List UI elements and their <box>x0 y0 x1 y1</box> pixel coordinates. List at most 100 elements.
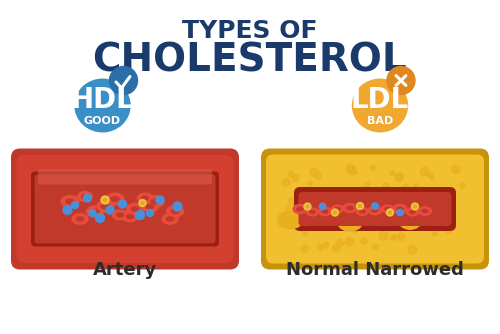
Ellipse shape <box>126 214 134 218</box>
FancyBboxPatch shape <box>298 192 452 226</box>
Circle shape <box>139 199 146 206</box>
Circle shape <box>324 242 329 248</box>
Circle shape <box>173 202 182 211</box>
Circle shape <box>392 235 396 239</box>
Ellipse shape <box>310 210 315 213</box>
Ellipse shape <box>297 207 303 211</box>
Circle shape <box>364 182 370 187</box>
Ellipse shape <box>430 197 450 211</box>
Circle shape <box>146 209 154 216</box>
Circle shape <box>352 170 357 174</box>
Ellipse shape <box>86 206 104 217</box>
FancyBboxPatch shape <box>11 149 239 270</box>
Circle shape <box>340 204 347 211</box>
Ellipse shape <box>106 193 124 205</box>
Circle shape <box>346 224 352 231</box>
Ellipse shape <box>360 210 365 213</box>
Circle shape <box>302 229 308 235</box>
Ellipse shape <box>122 211 138 222</box>
Text: LDL: LDL <box>351 86 409 114</box>
Circle shape <box>374 213 380 218</box>
Circle shape <box>338 204 346 212</box>
Ellipse shape <box>111 197 119 201</box>
Circle shape <box>288 172 294 177</box>
Circle shape <box>428 173 433 178</box>
Circle shape <box>306 205 309 208</box>
Circle shape <box>412 217 420 224</box>
Circle shape <box>420 167 429 176</box>
Ellipse shape <box>76 217 84 221</box>
Circle shape <box>356 202 364 209</box>
Circle shape <box>304 203 311 210</box>
Ellipse shape <box>61 196 79 207</box>
Circle shape <box>72 201 78 208</box>
Text: BAD: BAD <box>367 116 393 126</box>
Circle shape <box>118 200 126 208</box>
Circle shape <box>336 239 344 247</box>
Circle shape <box>414 205 416 208</box>
FancyBboxPatch shape <box>38 169 212 184</box>
Circle shape <box>390 171 395 175</box>
Circle shape <box>314 222 322 229</box>
Circle shape <box>397 209 403 216</box>
Circle shape <box>433 222 438 227</box>
Circle shape <box>396 173 403 179</box>
Circle shape <box>401 222 407 228</box>
Circle shape <box>372 203 378 209</box>
Ellipse shape <box>116 213 123 217</box>
Circle shape <box>302 187 310 195</box>
Circle shape <box>452 165 460 173</box>
Circle shape <box>377 213 381 217</box>
Circle shape <box>282 178 290 186</box>
Circle shape <box>110 66 138 95</box>
Ellipse shape <box>293 204 307 213</box>
FancyBboxPatch shape <box>16 155 234 263</box>
Circle shape <box>348 167 356 175</box>
Ellipse shape <box>347 206 353 210</box>
Ellipse shape <box>418 207 432 215</box>
Circle shape <box>412 203 418 210</box>
Ellipse shape <box>322 210 328 213</box>
Ellipse shape <box>126 203 144 214</box>
Circle shape <box>383 183 390 189</box>
Circle shape <box>430 176 434 180</box>
Circle shape <box>310 168 318 176</box>
Circle shape <box>96 213 104 222</box>
Ellipse shape <box>142 201 158 212</box>
FancyBboxPatch shape <box>294 187 456 231</box>
Circle shape <box>359 223 366 230</box>
Ellipse shape <box>171 209 179 214</box>
Circle shape <box>334 211 336 214</box>
Circle shape <box>337 220 345 228</box>
Circle shape <box>351 224 359 232</box>
Ellipse shape <box>343 203 357 212</box>
Circle shape <box>286 205 290 210</box>
Ellipse shape <box>318 207 332 216</box>
Circle shape <box>387 66 415 95</box>
Ellipse shape <box>385 207 390 210</box>
Ellipse shape <box>91 209 99 214</box>
Ellipse shape <box>131 207 139 211</box>
Ellipse shape <box>372 209 378 212</box>
Circle shape <box>395 221 400 225</box>
Ellipse shape <box>278 211 302 229</box>
Ellipse shape <box>306 208 318 216</box>
Circle shape <box>89 209 96 216</box>
Ellipse shape <box>166 217 173 221</box>
Ellipse shape <box>310 196 330 210</box>
FancyBboxPatch shape <box>266 155 484 264</box>
Ellipse shape <box>151 199 159 204</box>
Text: HDL: HDL <box>70 86 134 114</box>
Circle shape <box>308 181 312 185</box>
Circle shape <box>432 231 438 236</box>
Ellipse shape <box>101 204 109 209</box>
Ellipse shape <box>146 196 164 207</box>
Circle shape <box>376 199 380 203</box>
Text: Artery: Artery <box>93 261 157 279</box>
Ellipse shape <box>112 210 128 220</box>
Circle shape <box>320 203 326 210</box>
Ellipse shape <box>332 205 344 213</box>
Circle shape <box>101 196 109 204</box>
Circle shape <box>292 174 299 181</box>
Ellipse shape <box>142 196 148 200</box>
